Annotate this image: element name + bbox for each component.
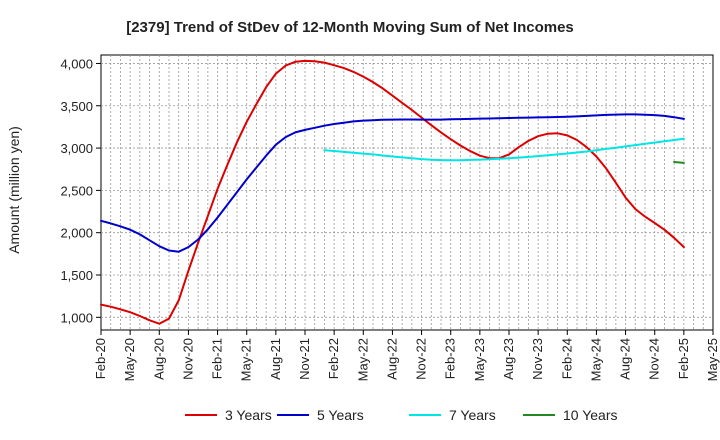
x-tick-label: Aug-22	[384, 338, 399, 380]
x-tick-label: Feb-23	[443, 338, 458, 379]
series-line-3	[323, 137, 685, 162]
y-axis-title: Amount (million yen)	[6, 126, 22, 254]
x-tick-label: Aug-21	[268, 338, 283, 380]
x-tick-label: Feb-22	[326, 338, 341, 379]
plot-frame	[100, 54, 714, 331]
x-tick-label: Feb-21	[210, 338, 225, 379]
x-tick-label: May-22	[355, 338, 370, 381]
x-tick-label: Nov-20	[180, 338, 195, 380]
legend-label: 10 Years	[563, 407, 618, 423]
x-tick-label: Aug-24	[618, 338, 633, 380]
legend-label: 5 Years	[317, 407, 364, 423]
y-tick-label: 1,500	[60, 268, 93, 283]
x-axis: Feb-20 May-20 Aug-20 Nov-20 Feb-21 May-21 Aug-…	[93, 330, 720, 381]
x-tick-label: Feb-20	[93, 338, 108, 379]
x-tick-label: May-25	[705, 338, 720, 381]
legend-item: 5 Years	[277, 407, 364, 423]
legend-label: 3 Years	[225, 407, 272, 423]
plot-area	[100, 54, 714, 331]
legend-item: 7 Years	[409, 407, 496, 423]
x-tick-label: May-24	[588, 338, 603, 381]
x-tick-label: Aug-20	[151, 338, 166, 380]
x-tick-label: Feb-25	[676, 338, 691, 379]
x-tick-label: Nov-24	[647, 338, 662, 380]
x-tick-label: Nov-23	[530, 338, 545, 380]
x-tick-label: May-20	[122, 338, 137, 381]
legend: 3 Years 5 Years 7 Years 10 Years	[185, 407, 618, 423]
legend-item: 3 Years	[185, 407, 272, 423]
x-tick-label: Feb-24	[559, 338, 574, 379]
x-tick-label: Nov-21	[297, 338, 312, 380]
x-tick-label: May-21	[239, 338, 254, 381]
y-tick-label: 3,000	[60, 141, 93, 156]
y-tick-label: 1,000	[60, 310, 93, 325]
series-lines	[100, 59, 685, 325]
series-line-1	[100, 59, 685, 325]
series-line-4	[673, 161, 685, 164]
y-tick-label: 2,000	[60, 226, 93, 241]
grid-lines	[101, 55, 713, 330]
y-tick-label: 3,500	[60, 99, 93, 114]
chart-title: [2379] Trend of StDev of 12-Month Moving…	[126, 19, 574, 36]
y-tick-label: 4,000	[60, 56, 93, 71]
legend-label: 7 Years	[449, 407, 496, 423]
x-tick-label: May-23	[472, 338, 487, 381]
x-tick-label: Nov-22	[414, 338, 429, 380]
y-tick-label: 2,500	[60, 183, 93, 198]
x-tick-label: Aug-23	[501, 338, 516, 380]
legend-item: 10 Years	[523, 407, 618, 423]
y-axis: 1,000 1,500 2,000 2,500 3,000 3,500 4,000	[60, 56, 101, 325]
series-line-2	[100, 113, 685, 253]
